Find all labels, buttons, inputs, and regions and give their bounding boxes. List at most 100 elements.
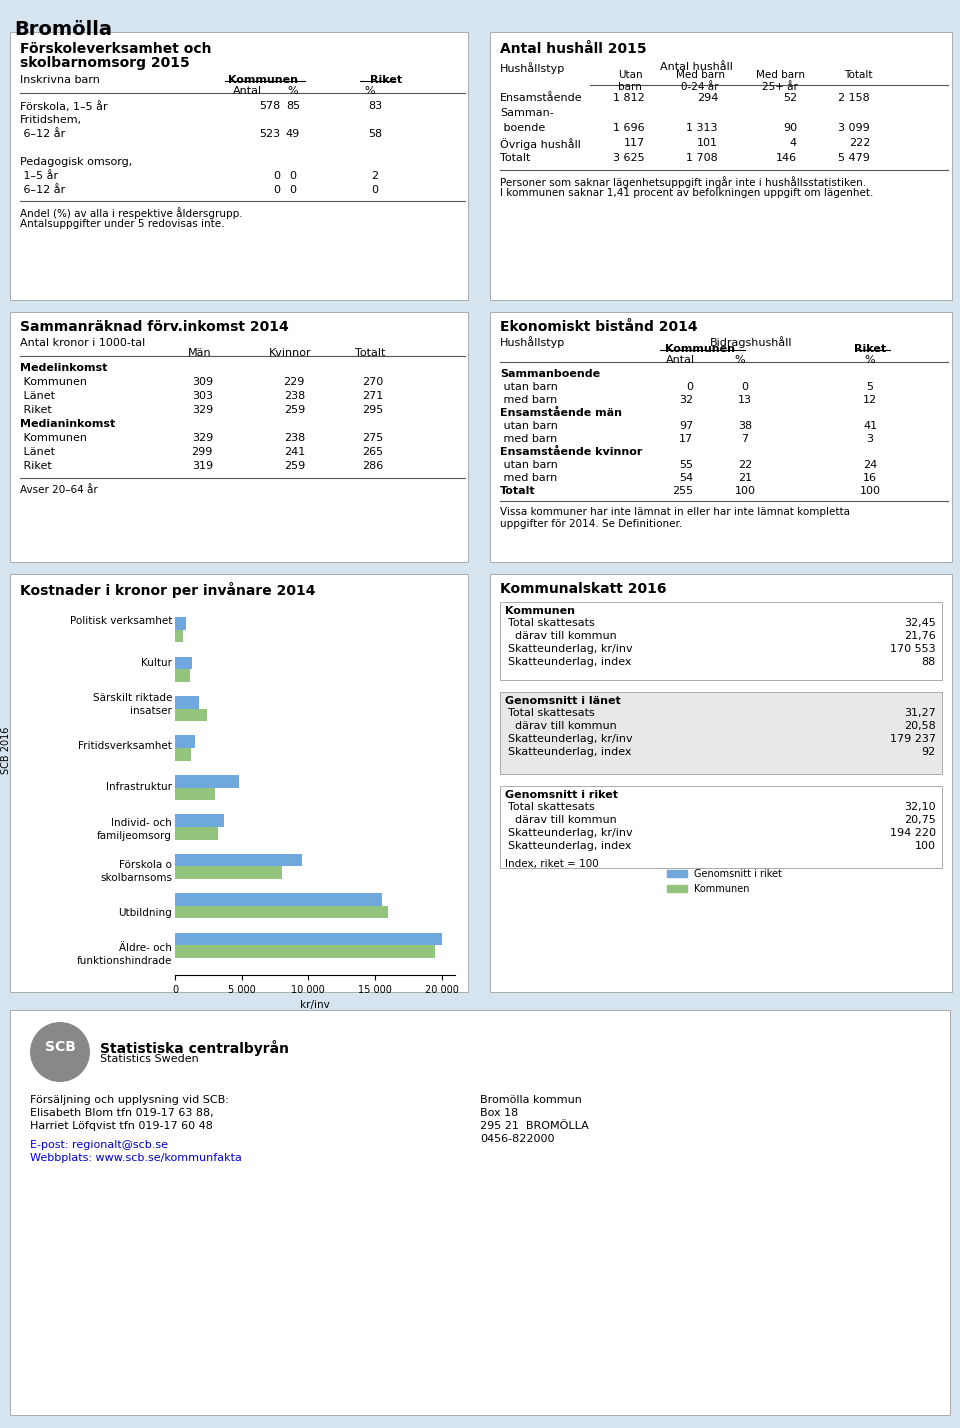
Text: därav till kommun: därav till kommun [508, 815, 616, 825]
Text: 270: 270 [362, 377, 383, 387]
Bar [175, 932, 442, 945]
Bar [175, 695, 199, 708]
Text: 17: 17 [679, 434, 693, 444]
X-axis label: kr/inv: kr/inv [300, 1000, 330, 1010]
Text: 6–12 år: 6–12 år [20, 129, 65, 139]
Text: 238: 238 [284, 433, 305, 443]
Text: Skatteunderlag, kr/inv: Skatteunderlag, kr/inv [508, 828, 633, 838]
Text: 2 158: 2 158 [838, 93, 870, 103]
Text: 179 237: 179 237 [890, 734, 936, 744]
Text: därav till kommun: därav till kommun [508, 631, 616, 641]
Bar [175, 945, 435, 958]
Text: Ensamstående kvinnor: Ensamstående kvinnor [500, 447, 642, 457]
Text: 100: 100 [734, 486, 756, 496]
Text: 303: 303 [192, 391, 213, 401]
Text: 271: 271 [362, 391, 383, 401]
Text: Genomsnitt i länet: Genomsnitt i länet [505, 695, 621, 705]
Text: SCB 2016: SCB 2016 [1, 727, 11, 774]
Text: Personer som saknar lägenhetsuppgift ingår inte i hushållsstatistiken.: Personer som saknar lägenhetsuppgift ing… [500, 176, 866, 188]
Bar [175, 708, 207, 721]
Text: Kommunen: Kommunen [665, 344, 735, 354]
Text: Riket: Riket [20, 461, 52, 471]
Text: 5 479: 5 479 [838, 153, 870, 163]
Text: 309: 309 [192, 377, 213, 387]
Text: 24: 24 [863, 460, 877, 470]
Text: Fritidshem,: Fritidshem, [20, 116, 83, 126]
Text: 3 099: 3 099 [838, 123, 870, 133]
Text: 100: 100 [859, 486, 880, 496]
Text: 54: 54 [679, 473, 693, 483]
Text: Antal: Antal [665, 356, 695, 366]
Text: Skatteunderlag, kr/inv: Skatteunderlag, kr/inv [508, 734, 633, 744]
FancyBboxPatch shape [490, 311, 952, 563]
Text: 319: 319 [192, 461, 213, 471]
Bar [175, 894, 382, 905]
Bar [175, 905, 389, 918]
Text: 1 812: 1 812 [613, 93, 645, 103]
FancyBboxPatch shape [490, 574, 952, 992]
Text: 329: 329 [192, 406, 213, 416]
Text: därav till kommun: därav till kommun [508, 721, 616, 731]
Text: SCB: SCB [44, 1040, 76, 1054]
Text: 286: 286 [362, 461, 383, 471]
Text: 241: 241 [284, 447, 305, 457]
Bar [175, 827, 218, 840]
Text: 0: 0 [273, 171, 280, 181]
Text: 7: 7 [741, 434, 749, 444]
Text: 21,76: 21,76 [904, 631, 936, 641]
Text: Kommunen: Kommunen [20, 377, 87, 387]
Text: Försäljning och upplysning vid SCB:: Försäljning och upplysning vid SCB: [30, 1095, 228, 1105]
Text: Män: Män [188, 348, 212, 358]
Text: 265: 265 [362, 447, 383, 457]
Text: 238: 238 [284, 391, 305, 401]
Text: %: % [365, 86, 375, 96]
Text: 90: 90 [782, 123, 797, 133]
Text: Antalsuppgifter under 5 redovisas inte.: Antalsuppgifter under 5 redovisas inte. [20, 218, 225, 228]
Text: med barn: med barn [500, 434, 557, 444]
Text: 1–5 år: 1–5 år [20, 171, 59, 181]
Text: 170 553: 170 553 [890, 644, 936, 654]
Text: 31,27: 31,27 [904, 708, 936, 718]
Text: Riket: Riket [370, 76, 402, 86]
Text: Utbildning: Utbildning [118, 908, 172, 918]
Bar [175, 814, 225, 827]
Bar [175, 867, 281, 880]
Text: 13: 13 [738, 396, 752, 406]
Text: 295 21  BROMÖLLA: 295 21 BROMÖLLA [480, 1121, 588, 1131]
Text: skolbarnomsorg 2015: skolbarnomsorg 2015 [20, 56, 190, 70]
Text: 578: 578 [259, 101, 280, 111]
Text: 49: 49 [286, 129, 300, 139]
Text: 16: 16 [863, 473, 877, 483]
Text: Inskrivna barn: Inskrivna barn [20, 76, 100, 86]
Text: Andel (%) av alla i respektive åldersgrupp.: Andel (%) av alla i respektive åldersgru… [20, 207, 243, 218]
Text: Bidragshushåll: Bidragshushåll [710, 336, 793, 348]
Text: Antal kronor i 1000-tal: Antal kronor i 1000-tal [20, 338, 145, 348]
Text: 194 220: 194 220 [890, 828, 936, 838]
Text: Sammanräknad förv.inkomst 2014: Sammanräknad förv.inkomst 2014 [20, 320, 289, 334]
Bar [175, 670, 190, 681]
Text: 92: 92 [922, 747, 936, 757]
Text: 32,10: 32,10 [904, 803, 936, 813]
Text: %: % [288, 86, 299, 96]
Text: Elisabeth Blom tfn 019-17 63 88,: Elisabeth Blom tfn 019-17 63 88, [30, 1108, 214, 1118]
Text: Särskilt riktade: Särskilt riktade [92, 693, 172, 703]
Text: Index, riket = 100: Index, riket = 100 [505, 860, 599, 870]
Text: Hushållstyp: Hushållstyp [500, 61, 565, 74]
Text: Riket: Riket [20, 406, 52, 416]
Text: 229: 229 [283, 377, 305, 387]
Text: Med barn
25+ år: Med barn 25+ år [756, 70, 804, 91]
Text: 0: 0 [372, 186, 378, 196]
Text: Förskoleverksamhet och: Förskoleverksamhet och [20, 41, 211, 56]
Text: Förskola, 1–5 år: Förskola, 1–5 år [20, 101, 108, 111]
Text: 0: 0 [741, 383, 749, 393]
Text: 52: 52 [782, 93, 797, 103]
Text: 32,45: 32,45 [904, 618, 936, 628]
Text: Skatteunderlag, index: Skatteunderlag, index [508, 841, 632, 851]
Text: Vissa kommuner har inte lämnat in eller har inte lämnat kompletta
uppgifter för : Vissa kommuner har inte lämnat in eller … [500, 507, 850, 528]
Circle shape [30, 1022, 90, 1082]
FancyBboxPatch shape [500, 785, 942, 868]
Text: insatser: insatser [131, 707, 172, 717]
Text: Riket: Riket [854, 344, 886, 354]
Text: med barn: med barn [500, 396, 557, 406]
Text: 222: 222 [849, 139, 870, 149]
